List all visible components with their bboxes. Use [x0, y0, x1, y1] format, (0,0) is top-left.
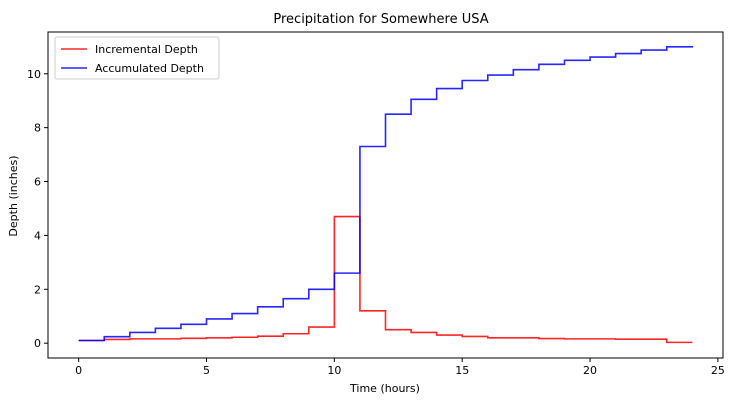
- x-axis-label: Time (hours): [349, 382, 420, 395]
- x-tick-label: 25: [711, 364, 725, 377]
- series-layer: [78, 46, 694, 344]
- y-axis: 0 2 4 6 8 10: [27, 68, 48, 350]
- y-tick-label: 4: [34, 229, 41, 242]
- y-tick-label: 8: [34, 122, 41, 135]
- chart-title: Precipitation for Somewhere USA: [273, 12, 488, 27]
- series-line-1: [78, 46, 694, 342]
- legend-label: Accumulated Depth: [95, 62, 204, 75]
- plot-area: 0 5 10 15 20 25 0 2 4 6 8 10: [27, 31, 725, 377]
- x-tick-label: 5: [203, 364, 210, 377]
- series-line-0: [78, 215, 693, 344]
- legend: Incremental Depth Accumulated Depth: [54, 36, 220, 80]
- y-tick-label: 0: [34, 337, 41, 350]
- x-tick-label: 10: [327, 364, 341, 377]
- x-tick-label: 15: [455, 364, 469, 377]
- plot-frame: [47, 31, 724, 359]
- x-tick-label: 0: [75, 364, 82, 377]
- y-tick-label: 2: [34, 283, 41, 296]
- y-tick-label: 10: [27, 68, 41, 81]
- legend-box: [54, 36, 220, 80]
- y-tick-label: 6: [34, 176, 41, 189]
- x-tick-label: 20: [583, 364, 597, 377]
- x-axis: 0 5 10 15 20 25: [75, 358, 725, 377]
- y-axis-label: Depth (inches): [7, 155, 20, 236]
- legend-label: Incremental Depth: [95, 43, 198, 56]
